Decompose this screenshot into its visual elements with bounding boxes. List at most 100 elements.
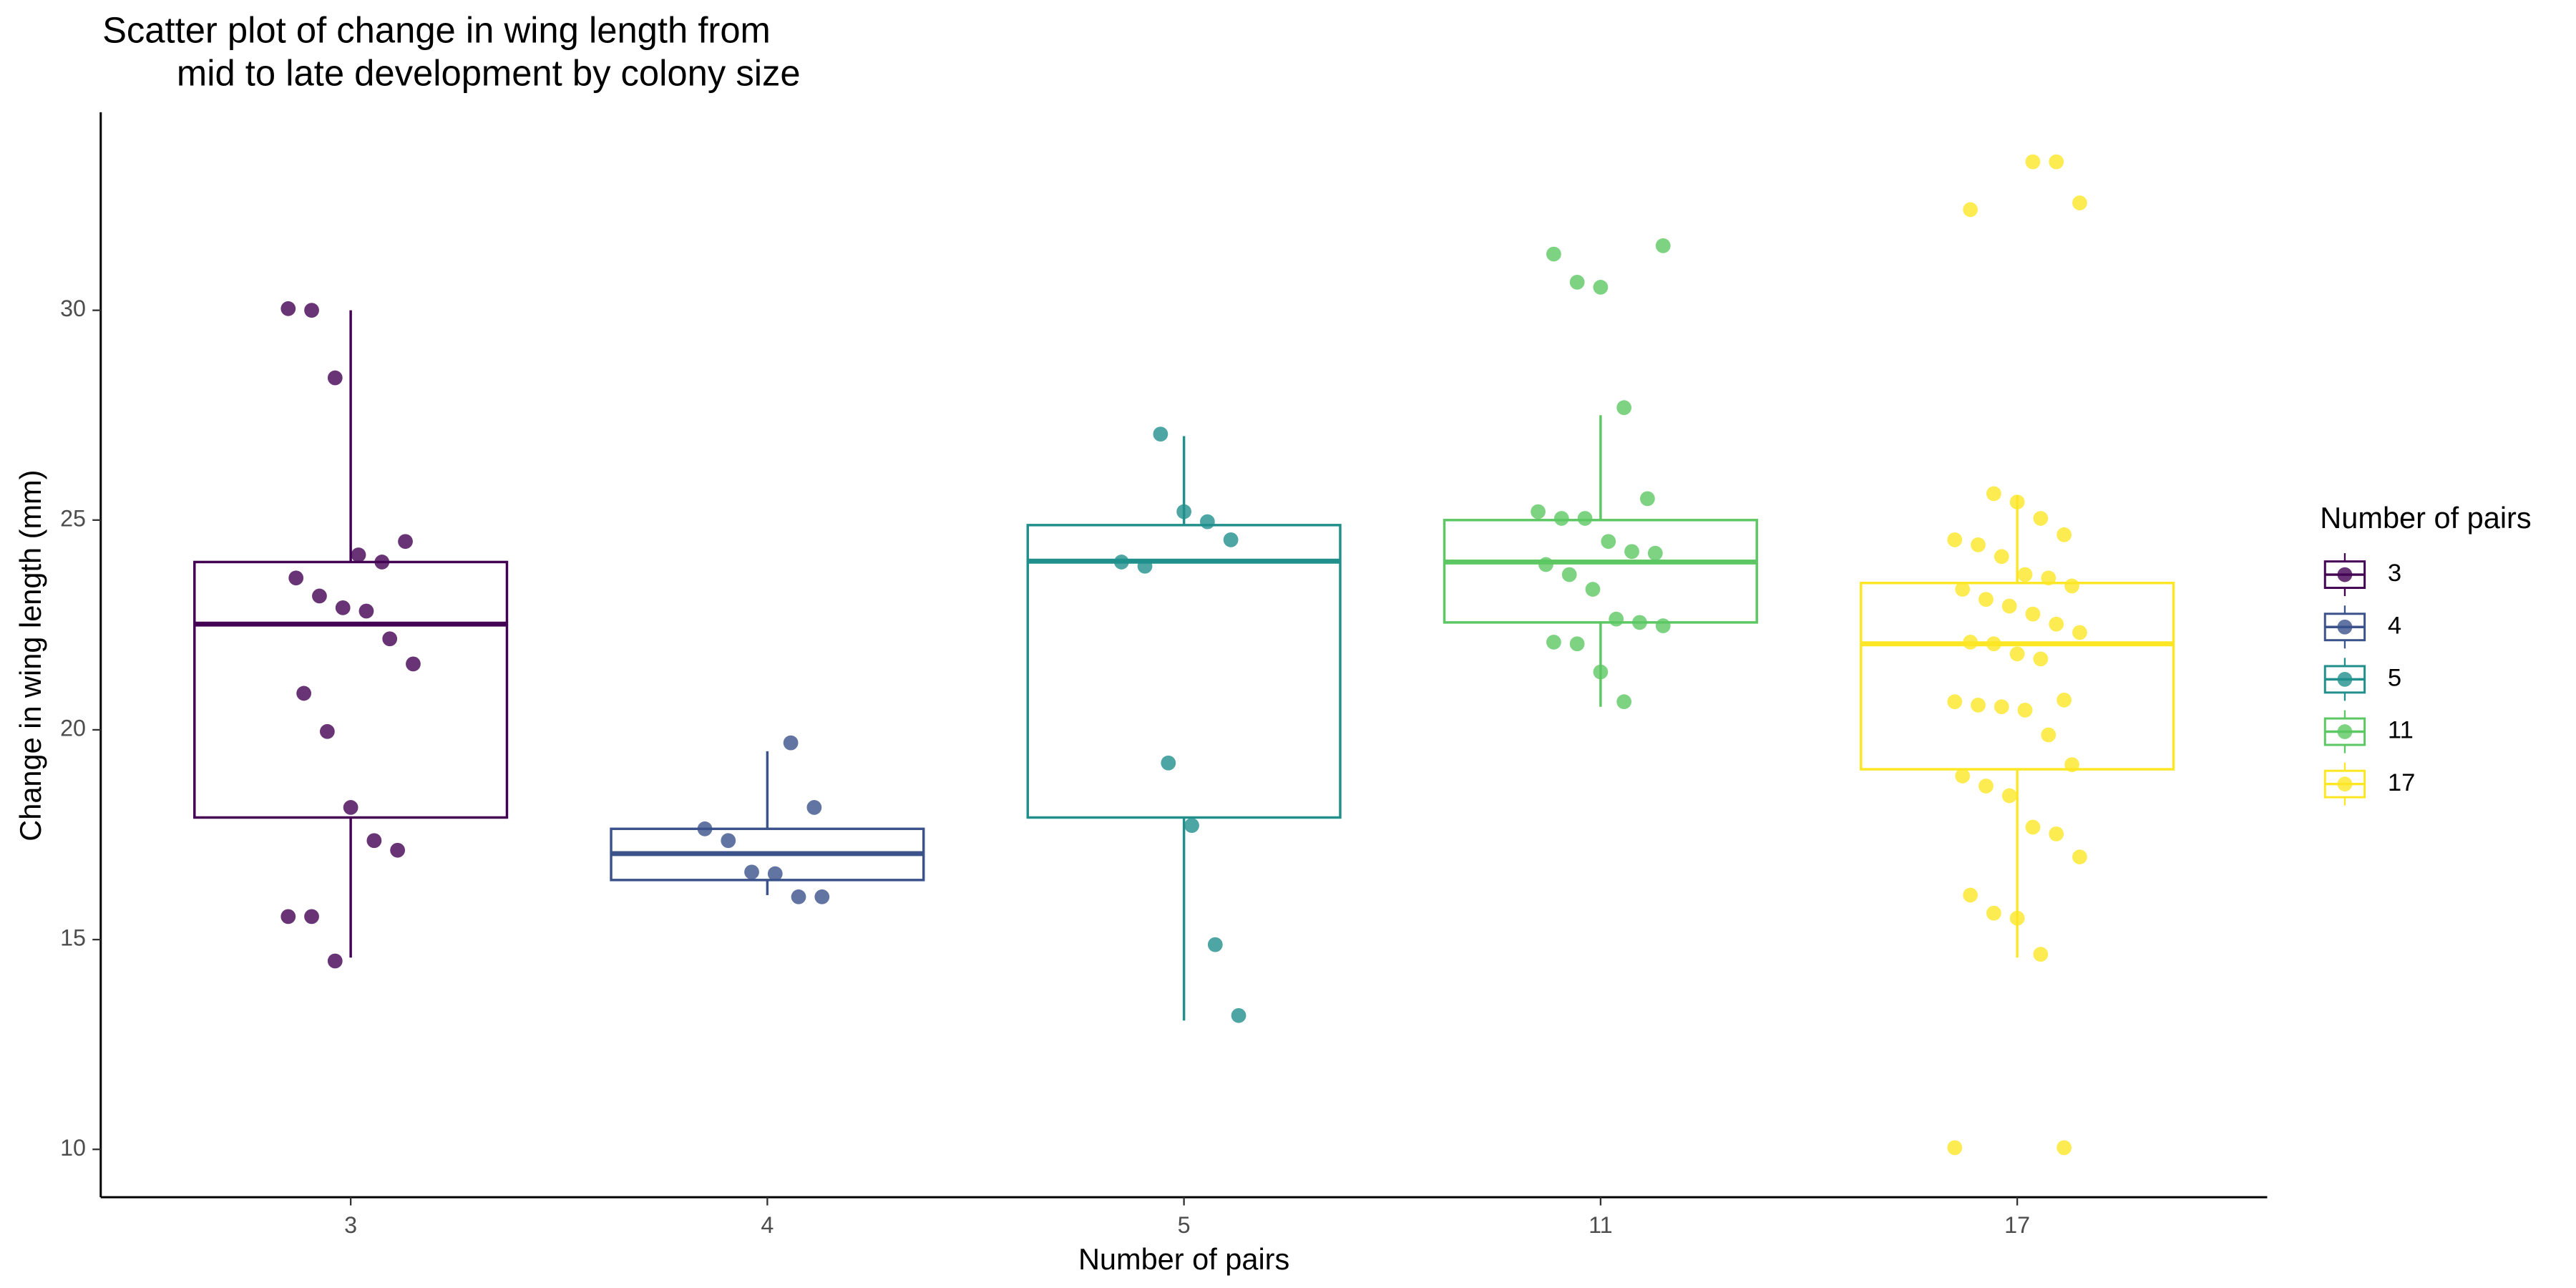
- legend-label: 11: [2388, 717, 2414, 744]
- point: [1593, 280, 1609, 295]
- point: [2064, 757, 2079, 772]
- point: [767, 866, 783, 882]
- point: [327, 370, 343, 386]
- point: [1655, 618, 1671, 633]
- point: [1655, 238, 1671, 253]
- point: [366, 833, 382, 849]
- point: [1577, 511, 1593, 526]
- point: [1955, 582, 1971, 597]
- point: [1601, 534, 1616, 550]
- point: [1971, 537, 1986, 552]
- point: [697, 821, 713, 836]
- point: [1986, 486, 2001, 502]
- y-tick-label: 10: [60, 1135, 86, 1161]
- chart-title: Scatter plot of change in wing length fr…: [102, 10, 771, 51]
- point: [1616, 400, 1631, 416]
- legend-label: 3: [2388, 560, 2401, 587]
- y-tick-label: 15: [60, 925, 86, 951]
- point: [2057, 1140, 2072, 1156]
- point: [2017, 703, 2033, 718]
- point: [2049, 154, 2064, 170]
- point: [406, 656, 421, 672]
- point: [2057, 692, 2072, 708]
- point: [312, 588, 327, 604]
- legend-label: 5: [2388, 665, 2401, 692]
- point: [1986, 905, 2001, 921]
- point: [288, 570, 304, 586]
- point: [1199, 514, 1215, 530]
- point: [2072, 195, 2087, 210]
- point: [280, 909, 296, 924]
- x-axis-title: Number of pairs: [1078, 1242, 1289, 1276]
- point: [1531, 504, 1546, 519]
- point: [1994, 699, 2009, 715]
- point: [382, 631, 398, 647]
- point: [1184, 818, 1199, 834]
- x-tick-label: 11: [1589, 1212, 1613, 1238]
- point: [1979, 779, 1994, 794]
- x-tick-label: 5: [1178, 1212, 1191, 1238]
- point: [2049, 616, 2064, 632]
- point: [319, 723, 335, 739]
- point: [304, 303, 319, 318]
- point: [2033, 651, 2049, 667]
- point: [1994, 549, 2009, 565]
- point: [1616, 694, 1631, 710]
- point: [1971, 697, 1986, 713]
- point: [374, 555, 390, 570]
- point: [327, 953, 343, 969]
- x-tick-label: 17: [2004, 1212, 2030, 1238]
- box: [1860, 582, 2175, 771]
- point: [2072, 625, 2087, 640]
- point: [2009, 646, 2025, 662]
- point: [1161, 755, 1176, 771]
- point: [791, 889, 806, 904]
- point: [358, 603, 374, 619]
- point: [1639, 491, 1655, 507]
- legend-key: [2337, 567, 2353, 582]
- legend-key: [2337, 776, 2353, 792]
- point: [744, 864, 759, 880]
- point: [1546, 246, 1561, 262]
- y-tick-label: 20: [60, 715, 86, 741]
- point: [296, 686, 311, 701]
- point: [1947, 694, 1963, 710]
- point: [2009, 494, 2025, 509]
- point: [1561, 567, 1577, 582]
- point: [2041, 570, 2057, 586]
- y-tick-label: 30: [60, 296, 86, 321]
- point: [1137, 558, 1153, 574]
- point: [1963, 887, 1978, 903]
- point: [1955, 769, 1971, 784]
- box: [193, 560, 509, 819]
- point: [783, 735, 799, 751]
- point: [1569, 636, 1585, 652]
- x-tick-label: 3: [344, 1212, 357, 1238]
- point: [2064, 578, 2079, 594]
- point: [2025, 606, 2041, 622]
- point: [1632, 615, 1647, 630]
- chart-title: mid to late development by colony size: [177, 53, 801, 94]
- point: [1569, 274, 1585, 290]
- point: [814, 889, 830, 904]
- x-tick-label: 4: [761, 1212, 774, 1238]
- point: [2033, 511, 2049, 526]
- point: [806, 800, 822, 815]
- point: [1979, 592, 1994, 607]
- point: [2001, 788, 2017, 804]
- point: [2009, 910, 2025, 926]
- point: [2072, 849, 2087, 864]
- point: [2041, 727, 2057, 743]
- point: [1546, 635, 1561, 650]
- point: [1593, 664, 1609, 680]
- legend-key: [2337, 619, 2353, 635]
- point: [1553, 511, 1569, 526]
- point: [721, 833, 736, 849]
- point: [335, 600, 351, 615]
- point: [1176, 504, 1191, 519]
- point: [1647, 545, 1663, 561]
- point: [351, 547, 366, 562]
- point: [2001, 598, 2017, 614]
- point: [304, 909, 319, 924]
